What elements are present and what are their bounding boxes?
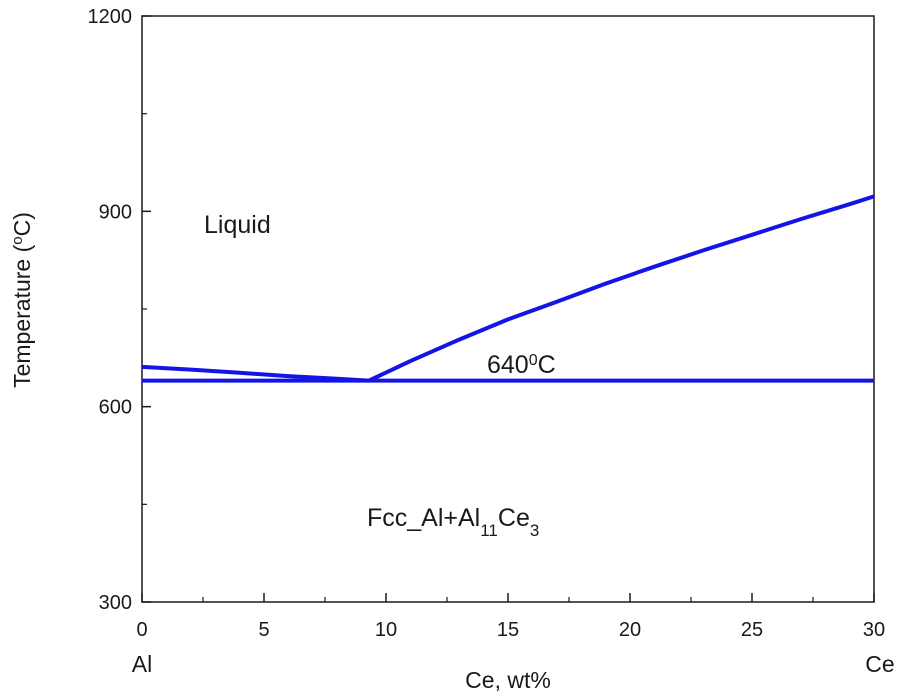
y-tick-label: 300 — [99, 592, 132, 614]
y-axis-title: Temperature (oC) — [9, 212, 36, 388]
series-line-2 — [368, 194, 875, 383]
annotation-eutectic-temperature: 6400C — [487, 351, 556, 379]
x-tick-label: 10 — [375, 619, 397, 641]
x-end-label-right: Ce — [865, 651, 894, 677]
x-tick-label: 20 — [619, 619, 641, 641]
x-tick-label: 0 — [136, 619, 147, 641]
x-end-label-left: Al — [132, 651, 152, 677]
y-axis-title-sup: o — [9, 236, 26, 244]
x-tick-labels: 0 5 10 15 20 25 30 — [136, 619, 885, 641]
y-tick-labels: 300 600 900 1200 — [88, 6, 133, 614]
solid-sub1: 11 — [480, 521, 498, 540]
annotation-solid-phases: Fcc_Al+Al11Ce3 — [367, 504, 539, 540]
eutectic-sup: 0 — [529, 352, 538, 369]
axis-ticks — [141, 15, 875, 603]
x-tick-label: 25 — [741, 619, 763, 641]
series-line-1 — [141, 364, 370, 383]
solid-b: Ce — [498, 504, 530, 532]
y-tick-label: 900 — [99, 201, 132, 223]
eutectic-post: C — [538, 351, 556, 379]
series-group — [141, 194, 875, 383]
x-tick-label: 15 — [497, 619, 519, 641]
y-tick-label: 600 — [99, 397, 132, 419]
x-axis-title: Ce, wt% — [465, 667, 551, 693]
eutectic-pre: 640 — [487, 351, 529, 379]
solid-a: Fcc_Al+Al — [367, 504, 480, 532]
x-tick-label: 5 — [258, 619, 269, 641]
y-tick-label: 1200 — [88, 6, 133, 28]
solid-sub2: 3 — [530, 521, 539, 540]
annotation-liquid: Liquid — [204, 211, 271, 239]
y-axis-title-post: C) — [9, 212, 35, 236]
x-tick-label: 30 — [863, 619, 885, 641]
y-axis-title-pre: Temperature ( — [9, 244, 35, 388]
